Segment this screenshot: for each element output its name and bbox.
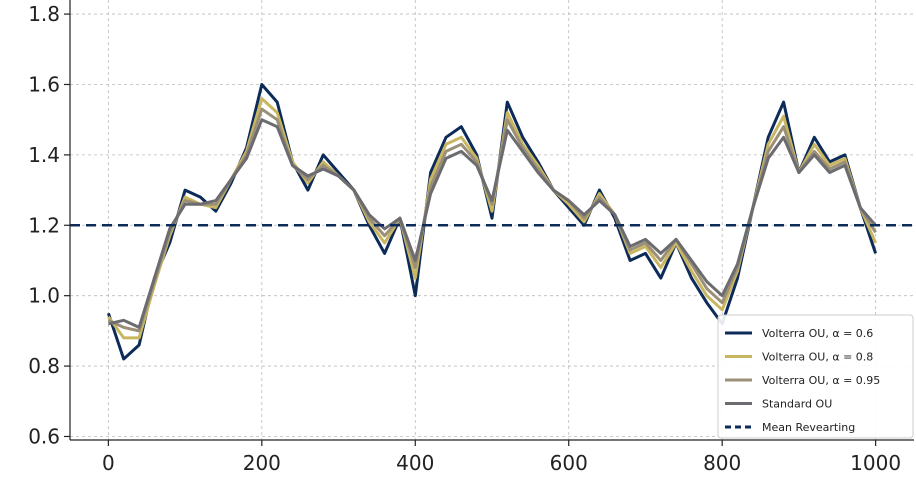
y-tick-label: 1.6 — [28, 72, 60, 96]
legend-label: Mean Revearting — [762, 421, 855, 434]
legend-label: Volterra OU, α = 0.6 — [762, 327, 873, 340]
x-tick-label: 800 — [703, 451, 741, 475]
legend: Volterra OU, α = 0.6 Volterra OU, α = 0.8… — [717, 314, 914, 439]
legend-box — [717, 314, 914, 439]
x-tick-label: 0 — [102, 451, 115, 475]
series-line-4 — [108, 118, 877, 329]
legend-label: Standard OU — [762, 398, 832, 411]
y-tick-label: 0.8 — [28, 354, 60, 378]
x-tick-label: 600 — [550, 451, 588, 475]
x-tick-label: 400 — [396, 451, 434, 475]
y-tick-label: 1.8 — [28, 2, 60, 26]
grid — [70, 0, 914, 440]
legend-label: Volterra OU, α = 0.95 — [762, 374, 880, 387]
y-tick-label: 1.4 — [28, 143, 60, 167]
x-tick-label: 200 — [243, 451, 281, 475]
series-layer — [70, 83, 914, 361]
series-line-3 — [107, 107, 877, 333]
tick-labels: 0 200 400 600 800 1000 0.6 0.8 1.0 1.2 1.4 1.6 1.8 — [28, 2, 901, 475]
y-tick-label: 1.2 — [28, 213, 60, 237]
x-tick-label: 1000 — [850, 451, 901, 475]
legend-label: Volterra OU, α = 0.8 — [762, 351, 873, 364]
y-tick-label: 0.6 — [28, 424, 60, 448]
y-tick-label: 1.0 — [28, 284, 60, 308]
